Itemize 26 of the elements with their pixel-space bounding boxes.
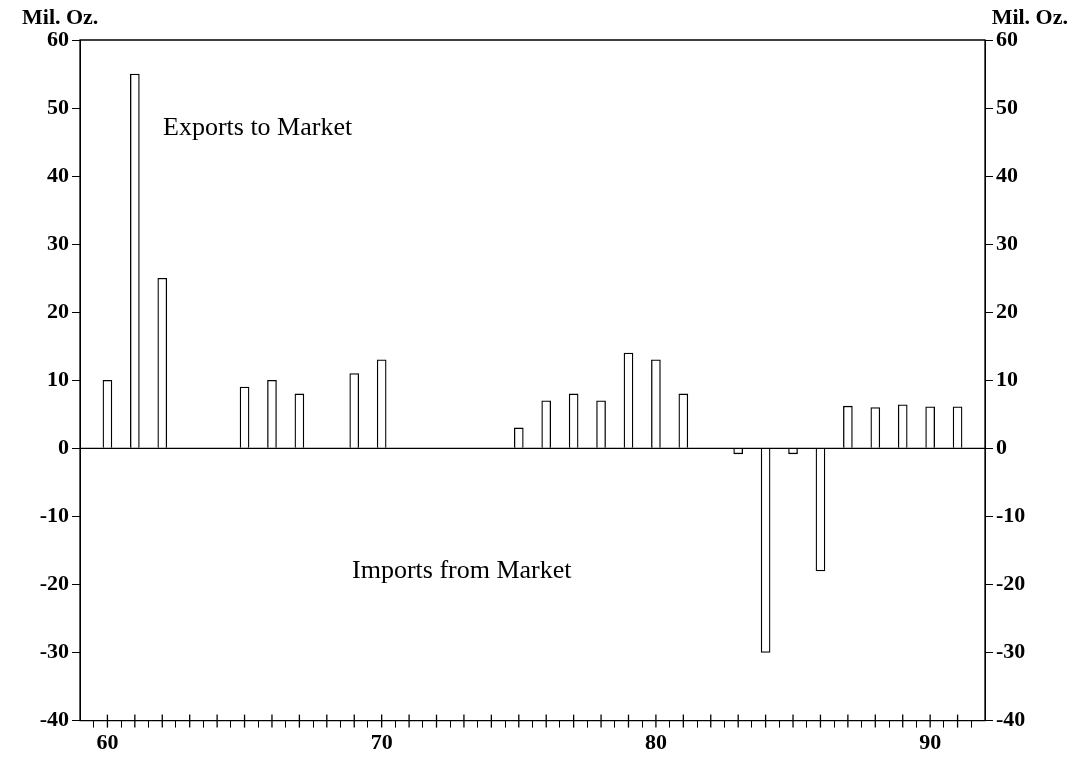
y-tick-label: -10: [39, 502, 69, 528]
y-tick-label: 30: [47, 229, 69, 255]
y-tick-label: 20: [47, 297, 69, 323]
y2-tick-label: 10: [996, 365, 1018, 391]
annotation: Exports to Market: [163, 112, 353, 141]
y2-tick-label: -40: [996, 706, 1026, 732]
y-tick-label: -40: [39, 706, 69, 732]
y2-tick-label: 0: [996, 434, 1007, 460]
y2-tick-label: -30: [996, 638, 1026, 664]
y-tick-label: -20: [39, 570, 69, 596]
y-tick-label: 50: [47, 93, 69, 119]
y-tick-label: 0: [58, 434, 69, 460]
y2-tick-label: 50: [996, 93, 1018, 119]
y-tick-label: 10: [47, 365, 69, 391]
x-tick-label: 90: [919, 729, 942, 755]
annotation: Imports from Market: [352, 555, 573, 584]
y2-tick-label: -10: [996, 502, 1026, 528]
x-tick-label: 60: [96, 729, 119, 755]
x-tick-label: 80: [644, 729, 667, 755]
y2-tick-label: -20: [996, 570, 1026, 596]
y2-tick-label: 40: [996, 161, 1018, 187]
x-tick-label: 70: [370, 729, 393, 755]
y-tick-label: -30: [39, 638, 69, 664]
y2-tick-label: 30: [996, 229, 1018, 255]
y2-tick-label: 20: [996, 297, 1018, 323]
y-tick-label: 40: [47, 161, 69, 187]
